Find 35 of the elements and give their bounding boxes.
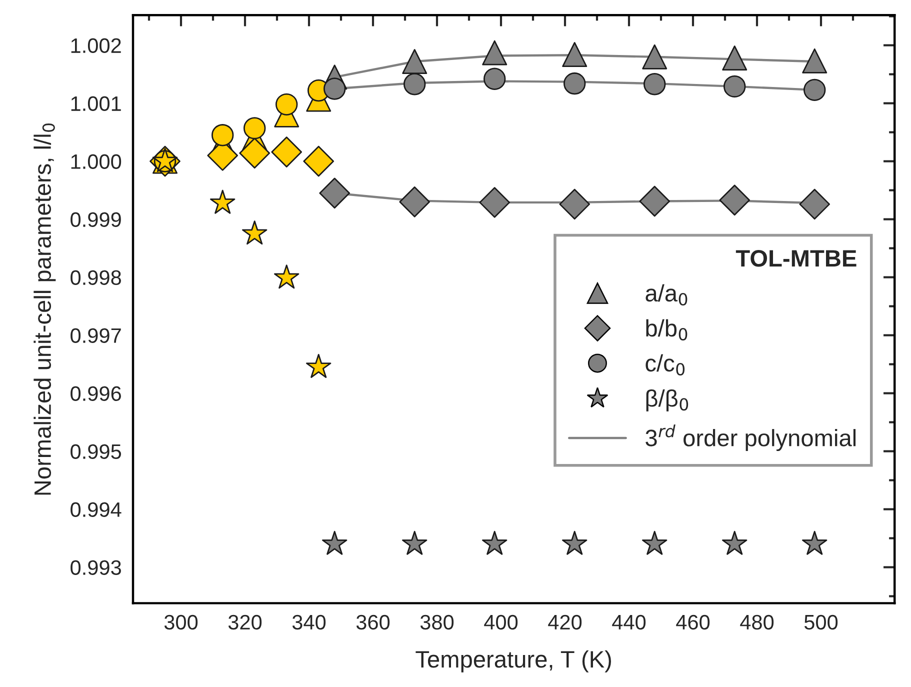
x-tick-label: 500 [804, 614, 838, 630]
y-tick-label: 0.994 [70, 502, 122, 517]
x-tick-label: 400 [484, 614, 518, 630]
x-axis-title: Temperature, T (K) [416, 650, 611, 672]
x-tick-label: 420 [548, 614, 582, 630]
y-tick-label: 0.997 [70, 328, 121, 343]
y-tick-label: 0.999 [70, 212, 121, 228]
point [802, 48, 828, 74]
point [642, 44, 668, 70]
x-tick-label: 320 [228, 614, 262, 630]
y-tick-label: 0.996 [70, 386, 121, 401]
x-tick-label: 300 [164, 614, 198, 630]
point [402, 49, 428, 74]
legend-label: β/β$_{0}$ [646, 389, 688, 412]
legend-title: TOL-MTBE [736, 250, 856, 267]
y-tick-label: 1.002 [71, 38, 121, 54]
legend-label: b/b$_{0}$ [646, 319, 688, 340]
legend-label: 3$^{rd}$ order polynomial [646, 424, 856, 452]
x-tick-label: 380 [420, 614, 454, 630]
y-axis-title: Normalized unit-cell parameters, l/l$_{0}$ [34, 124, 56, 495]
x-tick-label: 340 [292, 614, 326, 630]
point [722, 46, 748, 71]
legend-label: c/c$_{0}$ [646, 354, 685, 376]
x-tick-label: 460 [676, 614, 710, 630]
y-tick-label: 0.993 [70, 560, 121, 575]
x-tick-label: 440 [612, 614, 646, 630]
y-tick-label: 1.000 [71, 154, 122, 170]
x-tick-label: 360 [356, 614, 390, 630]
y-tick-label: 0.998 [70, 270, 121, 286]
y-tick-label: 1.001 [71, 96, 121, 112]
point [482, 40, 508, 66]
y-tick-label: 0.995 [70, 444, 122, 459]
x-tick-label: 480 [740, 614, 774, 630]
legend-label: a/a$_{0}$ [646, 284, 688, 306]
point [562, 42, 588, 68]
